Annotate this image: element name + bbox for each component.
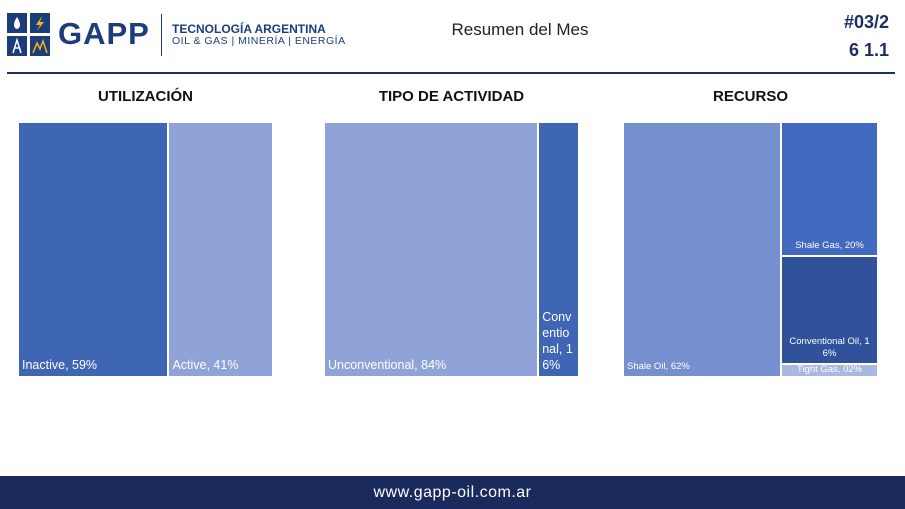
page-title: Resumen del Mes — [451, 20, 589, 39]
treemap-cell: Unconventional, 84% — [324, 122, 539, 377]
edition: 6 1.1 — [848, 40, 889, 60]
cell-label: Unconventional, 84% — [328, 358, 447, 372]
header-rule — [7, 72, 895, 74]
chart-title: UTILIZACIÓN — [98, 88, 193, 105]
cell-label: Shale Gas, 20% — [795, 240, 864, 252]
sectors: OIL & GAS | MINERÍA | ENERGÍA — [172, 35, 346, 47]
treemap: Unconventional, 84% Conventional, 16% — [324, 122, 579, 377]
cell-label: Inactive, 59% — [22, 358, 98, 372]
cell-label: Conventional Oil, 16% — [789, 335, 870, 359]
treemap-cell: Shale Gas, 20% — [781, 122, 878, 257]
cell-label: Tight Gas, 02% — [796, 363, 863, 375]
treemap-cell: Shale Oil, 62% — [623, 122, 782, 377]
treemap-cell: Conventional Oil, 16% — [781, 256, 878, 364]
footer: www.gapp-oil.com.ar — [0, 476, 905, 509]
separator — [161, 14, 162, 56]
treemap-cell: Inactive, 59% — [18, 122, 169, 377]
treemap-cell: Conventional, 16% — [538, 122, 579, 377]
brand: GAPP — [58, 16, 150, 51]
cell-label: Conventional, 16% — [542, 310, 573, 372]
chart-title: TIPO DE ACTIVIDAD — [378, 88, 525, 105]
treemap-cell: Active, 41% — [168, 122, 273, 377]
treemap-cell: Tight Gas, 02% — [781, 363, 878, 377]
tagline: TECNOLOGÍA ARGENTINA — [172, 22, 326, 36]
treemap: Inactive, 59% Active, 41% — [18, 122, 273, 377]
logo-icon — [7, 13, 50, 56]
issue: #03/2 — [843, 12, 889, 32]
chart-title: RECURSO — [712, 88, 788, 105]
cell-label: Shale Oil, 62% — [627, 361, 690, 372]
cell-label: Active, 41% — [172, 358, 239, 372]
treemap: Shale Oil, 62% Shale Gas, 20% Conventional… — [623, 122, 878, 377]
